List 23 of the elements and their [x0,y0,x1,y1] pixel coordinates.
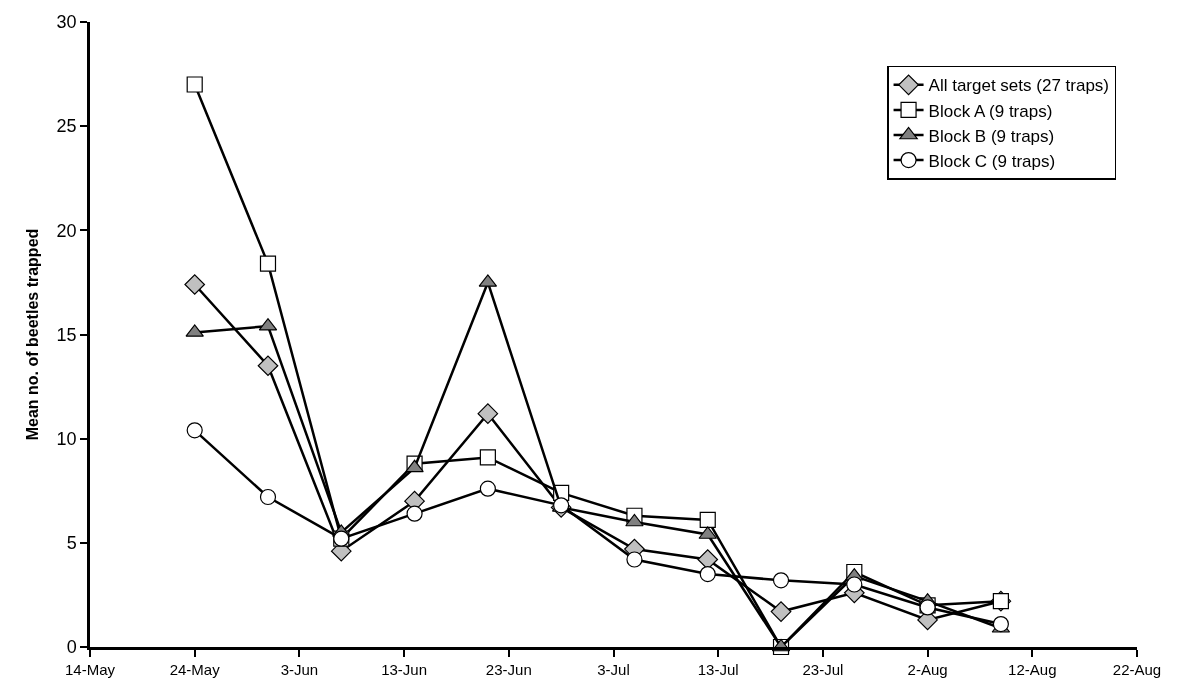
y-axis-title: Mean no. of beetles trapped [23,228,41,441]
y-tick-label: 25 [56,116,77,137]
legend-label: All target sets (27 traps) [928,76,1110,96]
legend-label: Block C (9 traps) [928,151,1056,171]
y-tick-label: 20 [56,220,77,241]
x-tick-label: 14-May [64,660,116,678]
x-tick-label: 3-Jul [597,660,630,678]
y-tick-label: 10 [56,428,77,449]
x-tick-label: 24-May [169,660,221,678]
y-tick-label: 30 [56,12,77,33]
y-tick-label: 0 [66,637,77,658]
x-tick-label: 12-Aug [1008,660,1057,678]
x-tick-label: 13-Jul [697,660,739,678]
legend-label: Block B (9 traps) [928,126,1055,146]
x-tick-label: 2-Aug [907,660,948,678]
x-tick-label: 23-Jul [802,660,844,678]
y-tick-label: 5 [66,533,77,554]
y-tick-label: 15 [56,324,77,345]
x-tick-label: 22-Aug [1112,660,1162,678]
legend-label: Block A (9 traps) [928,101,1053,121]
x-tick-label: 23-Jun [485,660,532,678]
x-tick-label: 3-Jun [280,660,319,678]
x-tick-label: 13-Jun [381,660,428,678]
